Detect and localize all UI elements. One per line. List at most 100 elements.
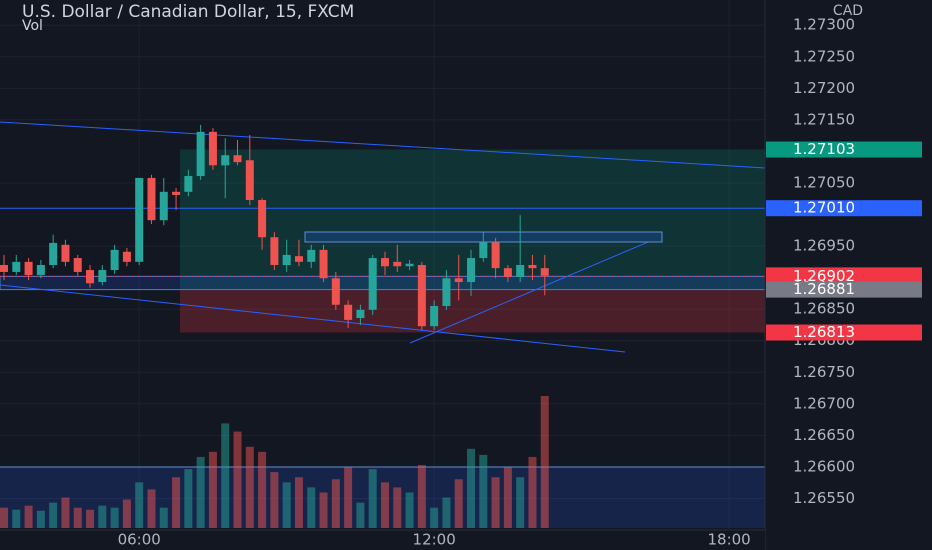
volume-bar bbox=[122, 499, 131, 528]
volume-bar bbox=[36, 510, 45, 528]
rising-trend-line bbox=[409, 241, 649, 344]
y-tick-label: 1.26600 bbox=[793, 457, 855, 475]
candle-body bbox=[331, 278, 340, 305]
price-label: 1.26813 bbox=[793, 323, 855, 341]
y-tick-label: 1.27050 bbox=[793, 173, 855, 191]
candle-body bbox=[491, 242, 500, 269]
price-lines bbox=[0, 207, 765, 277]
candle-body bbox=[467, 258, 476, 283]
y-tick-label: 1.27300 bbox=[793, 16, 855, 34]
volume-bar bbox=[540, 396, 549, 528]
volume-bar bbox=[344, 467, 353, 528]
volume-bar bbox=[442, 497, 451, 528]
candle-body bbox=[159, 191, 168, 221]
volume-bar bbox=[393, 487, 402, 528]
volume-bar bbox=[49, 502, 58, 528]
candle-body bbox=[196, 131, 205, 177]
candle-body bbox=[24, 261, 33, 276]
price-band bbox=[0, 275, 766, 291]
volume-bar bbox=[368, 469, 377, 528]
candle-body bbox=[380, 258, 389, 267]
candle-body bbox=[270, 237, 279, 265]
candle-body bbox=[0, 265, 8, 272]
candle-body bbox=[405, 263, 414, 267]
volume-bar bbox=[110, 507, 119, 528]
volume-bar bbox=[270, 472, 279, 528]
price-label: 1.27103 bbox=[793, 140, 855, 158]
candle-body bbox=[36, 265, 45, 276]
candle-body bbox=[245, 160, 254, 201]
y-tick-label: 1.26950 bbox=[793, 237, 855, 255]
currency-label: CAD bbox=[833, 3, 863, 19]
volume-bar bbox=[307, 487, 316, 528]
grid bbox=[0, 0, 765, 530]
candle-body bbox=[86, 270, 95, 284]
candle-body bbox=[417, 265, 426, 327]
price-label: 1.26902 bbox=[793, 267, 855, 285]
candle-body bbox=[503, 268, 512, 277]
candle-body bbox=[208, 131, 217, 166]
candle-body bbox=[294, 256, 303, 262]
price-label-box bbox=[766, 200, 922, 217]
volume-bar bbox=[98, 505, 107, 528]
volume-bar bbox=[380, 482, 389, 528]
volume-bar bbox=[479, 454, 488, 528]
volume-bar bbox=[208, 451, 217, 528]
candle-body bbox=[122, 251, 131, 262]
candle-body bbox=[454, 278, 463, 283]
price-label-box bbox=[766, 281, 922, 298]
volume-bar bbox=[245, 446, 254, 528]
candle-body bbox=[110, 249, 119, 271]
candle-body bbox=[221, 155, 230, 166]
position-loss-zone bbox=[180, 289, 765, 333]
volume-bar bbox=[135, 482, 144, 528]
candle-body bbox=[516, 265, 525, 277]
candle-body bbox=[147, 177, 156, 221]
price-label-box bbox=[766, 324, 922, 341]
candle-body bbox=[172, 191, 181, 195]
candle-body bbox=[282, 254, 291, 265]
volume-bar bbox=[528, 456, 537, 528]
candle-body bbox=[540, 268, 549, 276]
y-tick-label: 1.26700 bbox=[793, 394, 855, 412]
volume-bar bbox=[221, 423, 230, 528]
volume-bar bbox=[184, 469, 193, 528]
volume-bars bbox=[0, 396, 549, 528]
y-tick-label: 1.27200 bbox=[793, 79, 855, 97]
volume-bar bbox=[86, 509, 95, 528]
y-tick-label: 1.26550 bbox=[793, 489, 855, 507]
x-tick-label: 06:00 bbox=[118, 531, 161, 549]
volume-bar bbox=[405, 492, 414, 528]
volume-bar bbox=[24, 505, 33, 528]
candle-body bbox=[49, 242, 58, 265]
volume-bar bbox=[196, 456, 205, 528]
volume-bar bbox=[233, 431, 242, 528]
x-tick-label: 18:00 bbox=[707, 531, 750, 549]
candle-body bbox=[73, 258, 82, 272]
candle-body bbox=[479, 242, 488, 259]
y-tick-label: 1.27150 bbox=[793, 110, 855, 128]
candle-body bbox=[184, 176, 193, 192]
candle-body bbox=[528, 265, 537, 269]
volume-bar bbox=[467, 448, 476, 528]
candle-body bbox=[258, 200, 267, 238]
candle-body bbox=[442, 278, 451, 307]
volume-bar bbox=[430, 507, 439, 528]
volume-bar bbox=[73, 507, 82, 528]
chart-title: U.S. Dollar / Canadian Dollar, 15, FXCM bbox=[22, 2, 354, 22]
candle-body bbox=[368, 258, 377, 310]
candles bbox=[0, 124, 549, 330]
volume-bar bbox=[12, 509, 21, 528]
volume-bar bbox=[454, 479, 463, 528]
price-label: 1.27010 bbox=[793, 199, 855, 217]
candle-body bbox=[135, 177, 144, 262]
volume-bar bbox=[491, 477, 500, 528]
volume-bar bbox=[503, 467, 512, 528]
y-tick-label: 1.26650 bbox=[793, 426, 855, 444]
volume-bar bbox=[282, 482, 291, 528]
candle-body bbox=[12, 261, 21, 272]
x-tick-label: 12:00 bbox=[413, 531, 456, 549]
y-tick-label: 1.27250 bbox=[793, 47, 855, 65]
axis-labels: 1.27300 1.27250 1.27200 1.27150 1.27050 1.269… bbox=[118, 16, 922, 549]
